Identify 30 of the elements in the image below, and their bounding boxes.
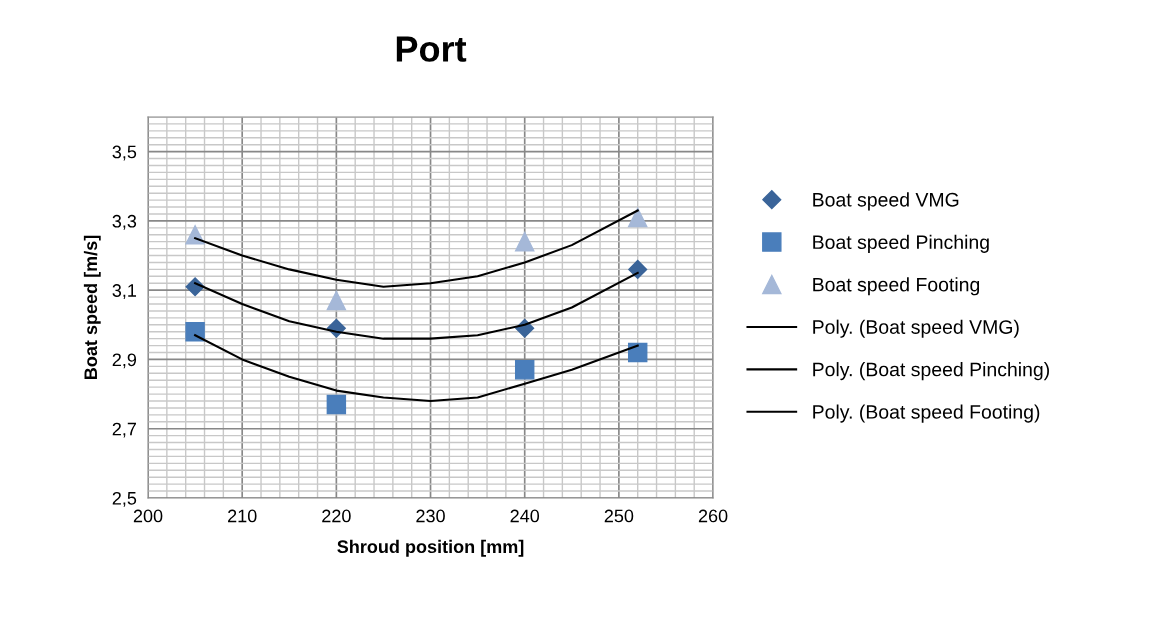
point [514,231,535,252]
point [185,322,205,342]
y-axis-title: Boat speed [m/s] [83,235,101,380]
y-tick-label: 3,3 [112,214,137,230]
y-tick-label: 2,5 [112,491,137,507]
x-tick-label: 250 [604,509,634,523]
x-tick-label: 200 [133,509,163,523]
x-tick-label: 240 [510,509,540,523]
point [326,290,347,311]
y-tick-label: 2,9 [112,353,137,369]
point [627,342,648,363]
point [326,394,347,415]
point [627,207,648,228]
x-axis-title: Shroud position [mm] [337,539,524,557]
legend-label: Boat speed VMG [813,192,959,211]
legend-label: Poly. (Boat speed Pinching) [813,362,1049,381]
x-tick-label: 220 [322,509,351,523]
legend-label: Poly. (Boat speed VMG) [813,319,1019,338]
legend-label: Boat speed Pinching [813,234,989,253]
y-tick-label: 3,1 [112,284,137,300]
legend-label: Boat speed Footing [813,277,980,296]
point [628,259,648,279]
chart-title: Port [396,36,467,62]
x-tick-label: 260 [698,509,728,523]
point [514,360,535,380]
y-tick-label: 3,5 [112,145,137,161]
y-tick-label: 2,7 [112,422,136,438]
x-tick-label: 230 [416,509,445,523]
legend-label: Poly. (Boat speed Footing) [813,404,1040,423]
x-tick-label: 210 [228,509,257,523]
